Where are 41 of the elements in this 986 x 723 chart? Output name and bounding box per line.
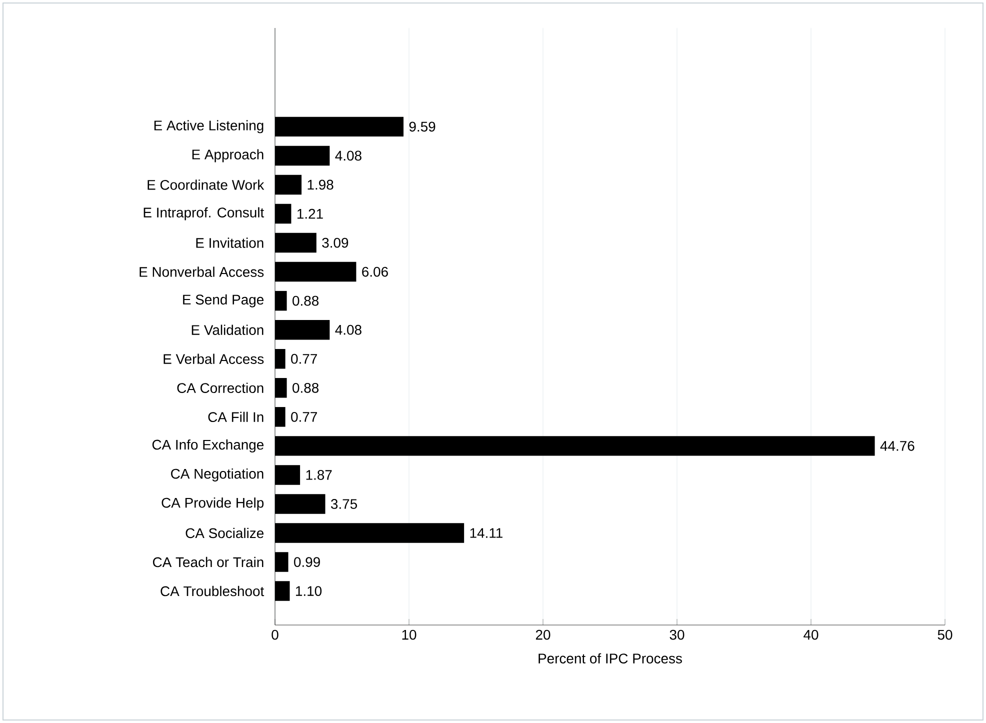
x-axis-title: Percent of IPC Process (538, 653, 682, 664)
y-tick-label: E Invitation (196, 238, 264, 248)
data-label: 4.08 (335, 150, 362, 161)
data-label: 44.76 (880, 440, 914, 451)
y-tick-label: E Nonverbal Access (140, 266, 264, 277)
y-tick-label: CA Negotiation (171, 468, 264, 482)
data-label: 0.77 (291, 412, 317, 422)
y-tick-label: CA Fill In (208, 412, 264, 422)
x-tick-label: 10 (402, 630, 416, 640)
x-tick-label: 30 (670, 630, 684, 640)
data-label: 0.88 (292, 296, 319, 306)
x-tick-label: 20 (536, 630, 550, 640)
data-label: 3.09 (322, 238, 348, 248)
data-label: 1.10 (296, 586, 322, 596)
x-tick-label: 0 (272, 630, 278, 640)
data-label: 9.59 (409, 122, 436, 132)
y-tick-label: CA Troubleshoot (160, 586, 264, 596)
data-label: 0.99 (294, 557, 320, 567)
data-label: 0.77 (291, 354, 317, 364)
y-tick-label: CA Socialize (186, 528, 264, 538)
y-tick-label: E Active Listening (154, 120, 264, 134)
data-label: 14.11 (470, 528, 502, 538)
data-label: 1.87 (306, 470, 332, 480)
data-label: 6.06 (362, 266, 388, 277)
data-label: 3.75 (330, 499, 358, 509)
y-tick-label: E Approach (192, 149, 264, 162)
data-label: 0.88 (292, 382, 319, 393)
y-tick-label: CA Correction (177, 382, 264, 394)
y-tick-label: E Verbal Access (164, 354, 264, 364)
y-tick-label: E Send Page (183, 294, 264, 308)
y-tick-label: CA Info Exchange (152, 439, 264, 452)
y-tick-label: CA Provide Help (162, 497, 264, 510)
data-label: 1.21 (297, 208, 323, 219)
y-tick-label: E Validation (192, 324, 264, 335)
y-tick-label: E Intraprof. Consult (144, 207, 264, 220)
data-label: 4.08 (335, 324, 362, 335)
x-tick-label: 50 (938, 630, 952, 640)
y-tick-label: CA Teach or Train (152, 556, 264, 568)
y-tick-label: E Coordinate Work (148, 180, 264, 190)
x-tick-label: 40 (804, 630, 818, 640)
data-label: 1.98 (308, 180, 334, 190)
